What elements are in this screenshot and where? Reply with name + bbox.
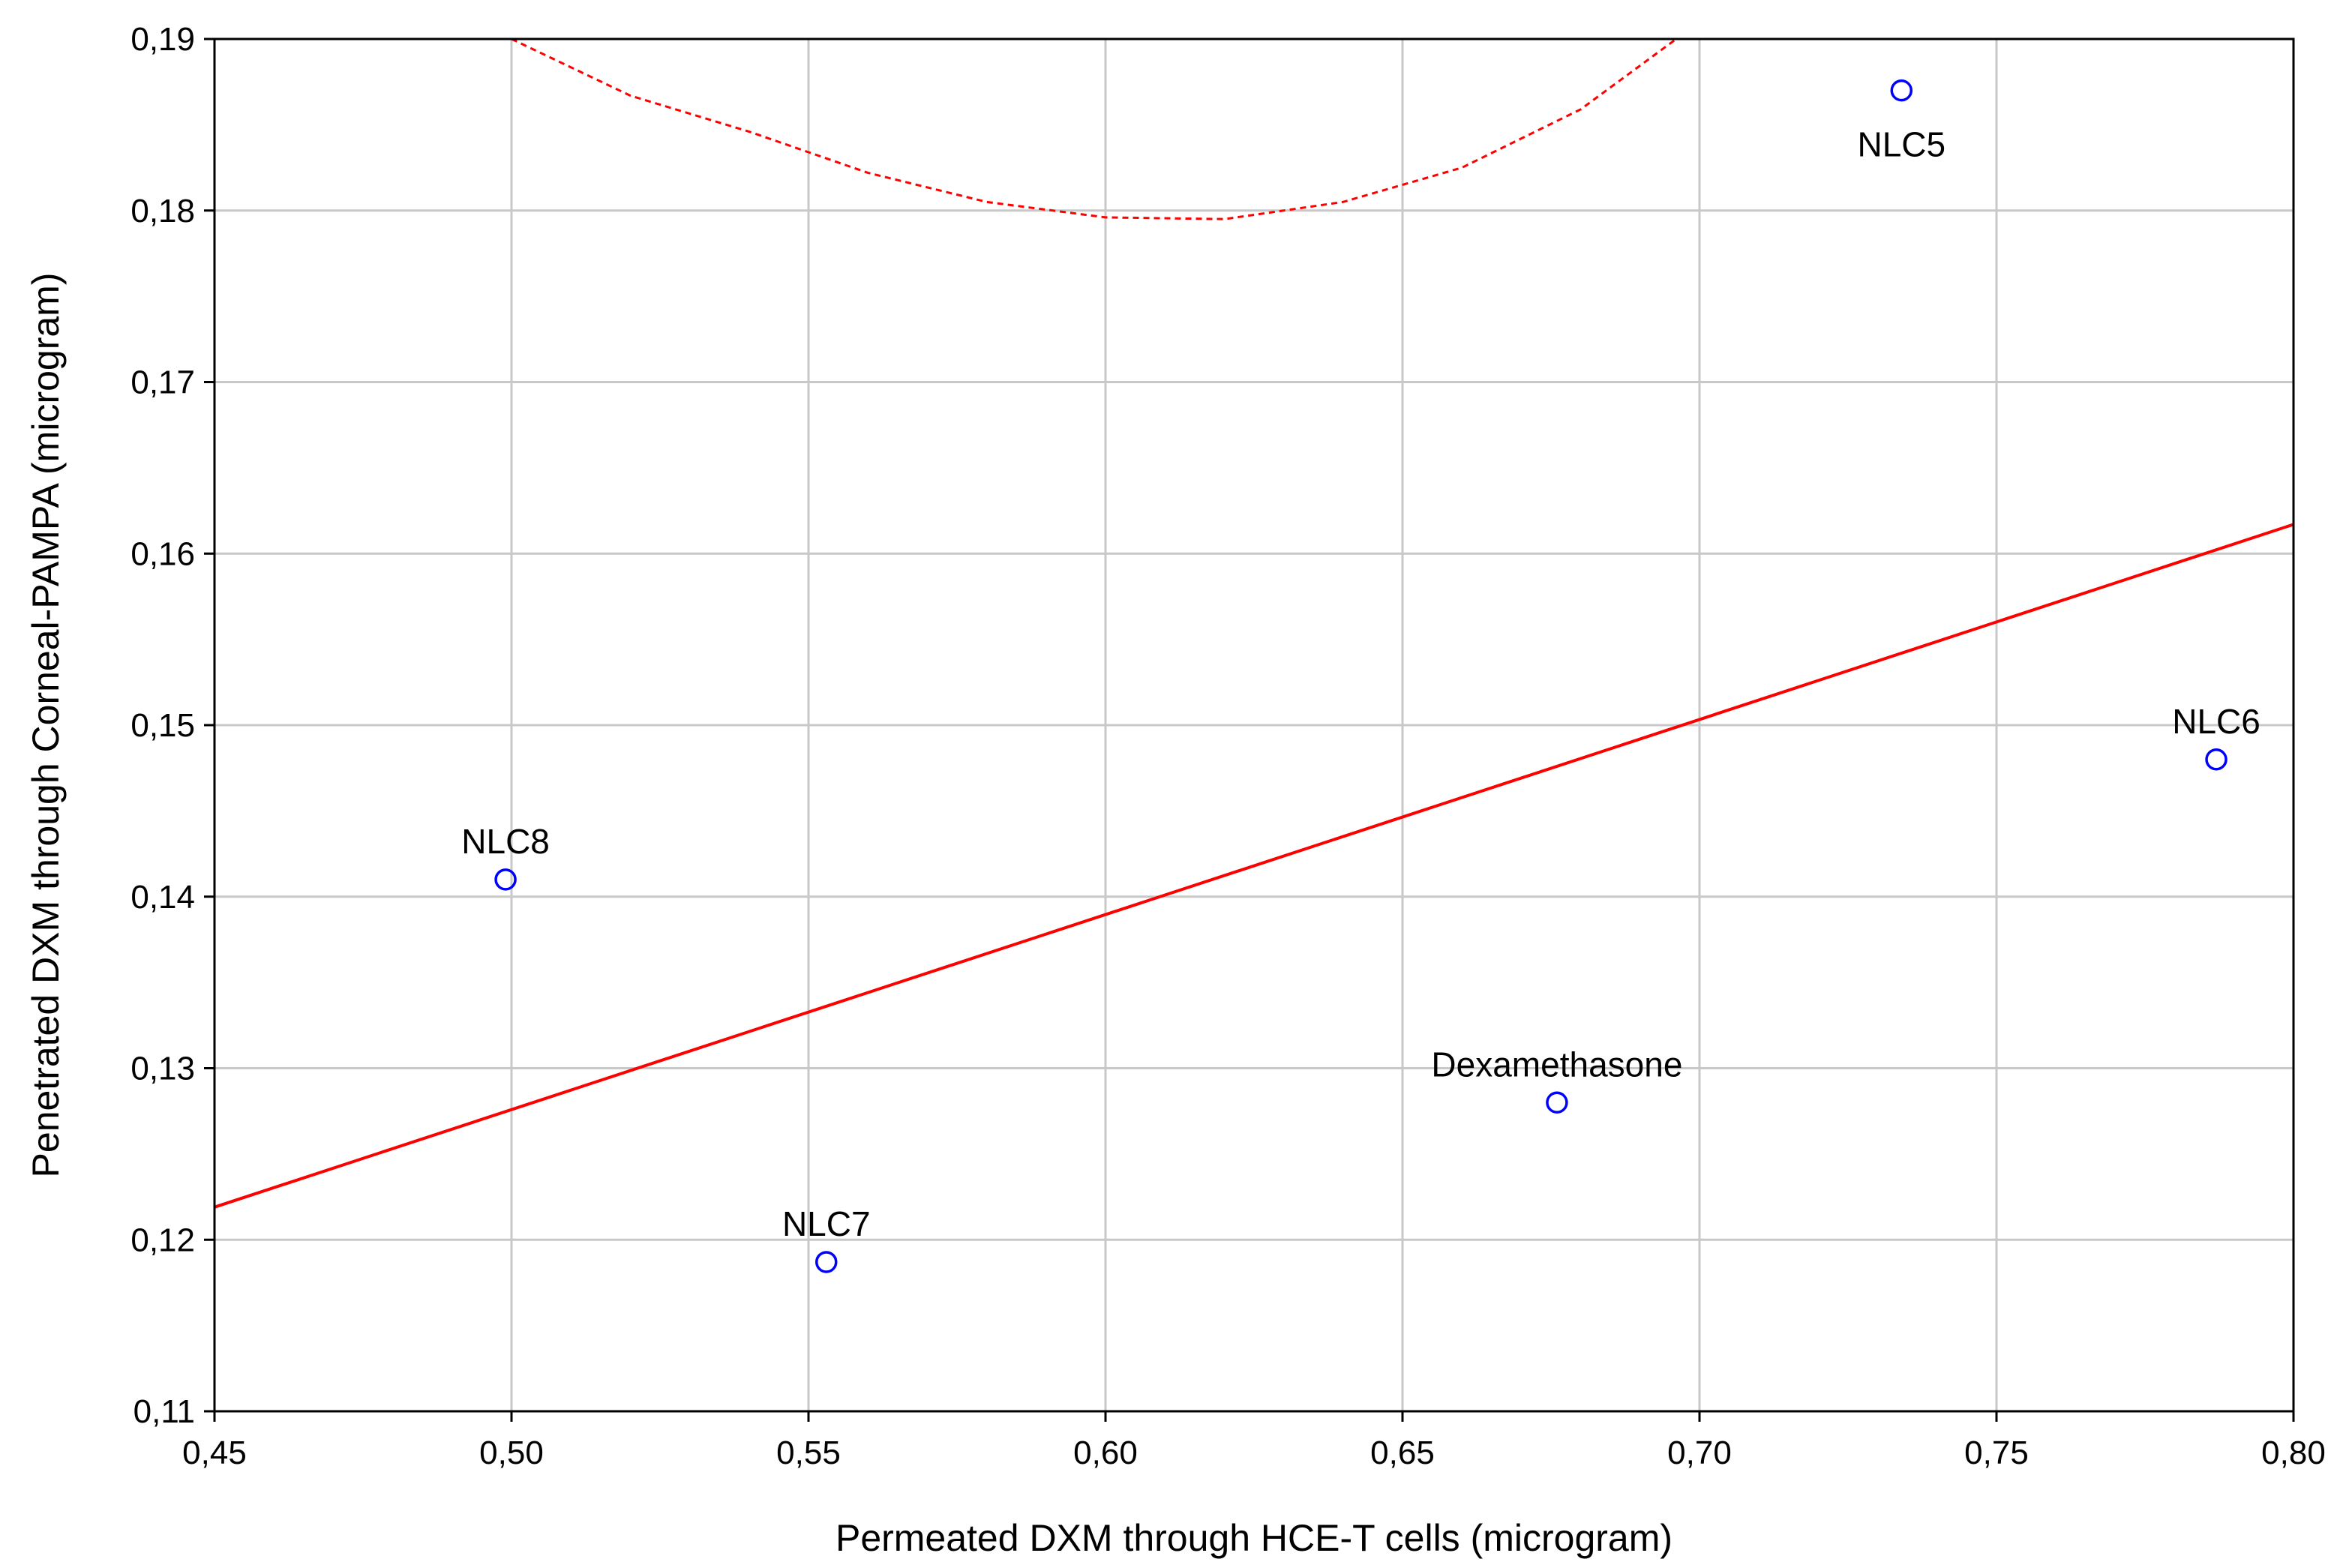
x-tick-label: 0,50 bbox=[479, 1435, 544, 1471]
data-point bbox=[1546, 1091, 1568, 1114]
y-tick-label: 0,11 bbox=[134, 1393, 195, 1430]
y-tick-label: 0,16 bbox=[130, 535, 195, 572]
data-points: NLC5 NLC6 NLC8 Dexamethasone NLC7 bbox=[461, 79, 2260, 1273]
plot-frame bbox=[213, 37, 2295, 1413]
y-tick-label: 0,12 bbox=[130, 1222, 195, 1258]
x-tick-label: 0,65 bbox=[1370, 1435, 1435, 1471]
x-axis-title: Permeated DXM through HCE-T cells (micro… bbox=[836, 1517, 1672, 1559]
confidence-band-upper bbox=[511, 39, 1678, 220]
y-tick-label: 0,15 bbox=[130, 707, 195, 744]
y-tick-label: 0,18 bbox=[130, 193, 195, 229]
x-axis-ticks: 0,45 0,50 0,55 0,60 0,65 0,70 0,75 0,80 bbox=[182, 1411, 2326, 1471]
y-axis-ticks: 0,11 0,12 0,13 0,14 0,15 0,16 0,17 0,18 0,19 bbox=[130, 21, 214, 1430]
point-label: Dexamethasone bbox=[1431, 1045, 1682, 1084]
x-tick-label: 0,45 bbox=[182, 1435, 247, 1471]
y-axis-title: Penetrated DXM through Corneal-PAMPA (mi… bbox=[25, 273, 67, 1178]
point-label: NLC5 bbox=[1857, 125, 1946, 164]
data-point bbox=[1890, 79, 1913, 102]
data-point bbox=[494, 868, 517, 891]
x-tick-label: 0,55 bbox=[776, 1435, 841, 1471]
y-tick-label: 0,13 bbox=[130, 1051, 195, 1087]
point-label: NLC8 bbox=[461, 822, 550, 861]
x-tick-label: 0,60 bbox=[1073, 1435, 1138, 1471]
point-label: NLC7 bbox=[782, 1204, 871, 1243]
regression-line bbox=[214, 523, 2294, 1209]
data-point bbox=[815, 1251, 838, 1273]
x-tick-label: 0,75 bbox=[1964, 1435, 2029, 1471]
x-tick-label: 0,80 bbox=[2261, 1435, 2326, 1471]
y-tick-label: 0,19 bbox=[130, 21, 195, 58]
data-point bbox=[2205, 748, 2228, 771]
y-tick-label: 0,17 bbox=[130, 364, 195, 401]
x-tick-label: 0,70 bbox=[1667, 1435, 1732, 1471]
grid bbox=[214, 39, 2294, 1411]
point-label: NLC6 bbox=[2172, 702, 2260, 741]
y-tick-label: 0,14 bbox=[130, 879, 195, 916]
